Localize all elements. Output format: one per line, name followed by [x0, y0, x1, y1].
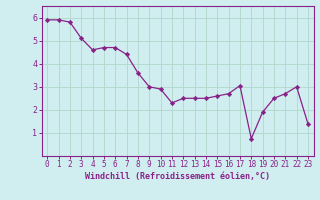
X-axis label: Windchill (Refroidissement éolien,°C): Windchill (Refroidissement éolien,°C) [85, 172, 270, 181]
